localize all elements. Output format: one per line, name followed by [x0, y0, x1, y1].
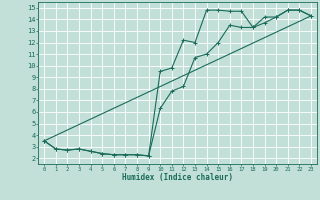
- X-axis label: Humidex (Indice chaleur): Humidex (Indice chaleur): [122, 173, 233, 182]
